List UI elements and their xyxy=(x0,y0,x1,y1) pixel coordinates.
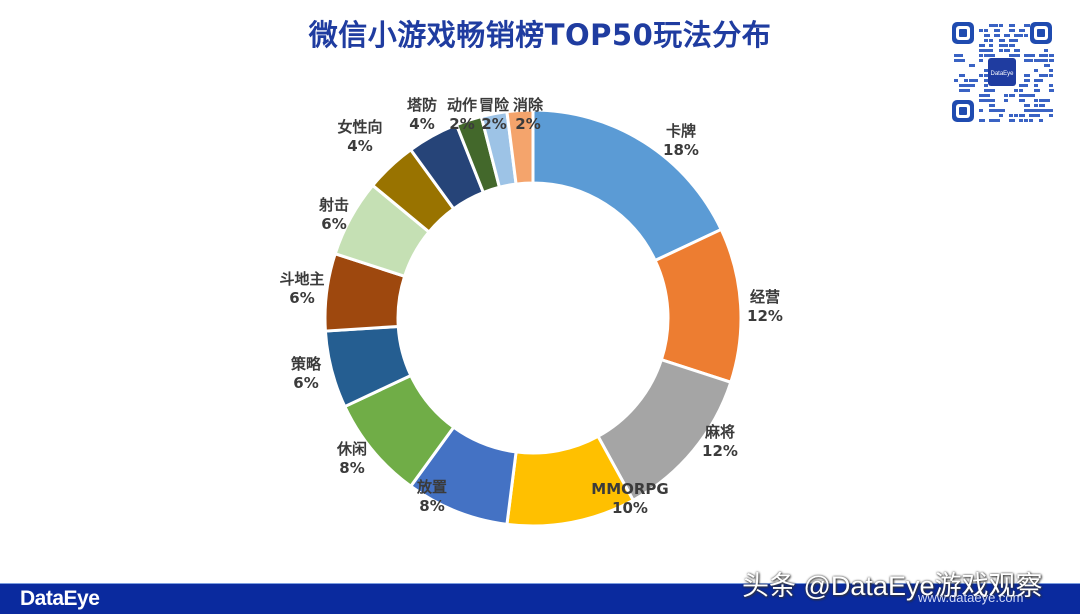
slice-label: 卡牌 18% xyxy=(663,122,699,160)
dataeye-logo: DataEye xyxy=(20,587,100,610)
slice-label-name: MMORPG xyxy=(591,480,669,498)
chart-title: 微信小游戏畅销榜TOP50玩法分布 xyxy=(308,18,772,52)
slice-label: 麻将 12% xyxy=(702,423,738,461)
slice-label-name: 射击 xyxy=(318,196,350,214)
slice-label: 策略 6% xyxy=(291,355,321,393)
slice-label-percent: 8% xyxy=(419,497,445,515)
slice-label-name: 冒险 xyxy=(478,96,510,114)
slice-label-percent: 6% xyxy=(321,215,347,233)
slice-label-name: 放置 xyxy=(416,478,448,496)
slice-label-name: 经营 xyxy=(749,288,780,306)
footer-bar: DataEye xyxy=(0,583,1080,614)
slice-label-percent: 4% xyxy=(409,115,435,133)
svg-text:DataEye: DataEye xyxy=(990,71,1014,77)
slice-label-percent: 8% xyxy=(339,459,365,477)
slice-label-name: 麻将 xyxy=(704,423,735,441)
slice-label-name: 斗地主 xyxy=(279,270,325,288)
slice-label: 塔防 4% xyxy=(407,96,437,134)
donut-slice-13 xyxy=(505,108,535,186)
watermark-url: www.dataeye.com xyxy=(918,590,1024,605)
slice-label: 消除 2% xyxy=(513,96,543,134)
slice-label-percent: 12% xyxy=(702,442,738,460)
watermark-text: 头条 @DataEye游戏观察 xyxy=(742,571,1043,601)
slice-label: 休闲 8% xyxy=(337,440,367,478)
qr-code-icon: DataEye xyxy=(950,20,1054,124)
slice-label-name: 消除 xyxy=(512,96,544,114)
slice-label: 射击 6% xyxy=(319,196,349,234)
slice-label: 冒险 2% xyxy=(479,96,509,134)
slice-label-name: 塔防 xyxy=(406,96,438,114)
slice-label: 斗地主 6% xyxy=(279,270,324,308)
slice-label-name: 休闲 xyxy=(336,440,368,458)
slice-label: 动作 2% xyxy=(447,96,477,134)
slice-label-name: 女性向 xyxy=(337,118,383,136)
slice-label-percent: 12% xyxy=(747,307,783,325)
slice-label-percent: 6% xyxy=(293,374,319,392)
slice-label-percent: 4% xyxy=(347,137,373,155)
slice-label-percent: 18% xyxy=(663,141,699,159)
slice-label: 经营 12% xyxy=(747,288,783,326)
slice-label-name: 策略 xyxy=(290,355,322,373)
slice-label-percent: 10% xyxy=(612,499,648,517)
slice-label-name: 动作 xyxy=(446,96,478,114)
slice-label-percent: 2% xyxy=(481,115,507,133)
slice-label-percent: 2% xyxy=(449,115,475,133)
slice-label-name: 卡牌 xyxy=(665,122,696,140)
slice-label: 女性向 4% xyxy=(337,118,382,156)
slice-label-percent: 2% xyxy=(515,115,541,133)
slice-label-percent: 6% xyxy=(289,289,315,307)
slice-label: MMORPG 10% xyxy=(591,480,668,518)
slice-label: 放置 8% xyxy=(417,478,447,516)
